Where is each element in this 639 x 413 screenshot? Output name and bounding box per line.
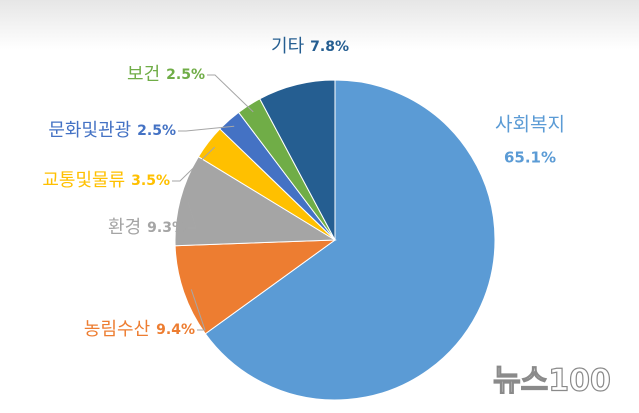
slice-label: 문화및관광 bbox=[48, 120, 131, 141]
pie-slice bbox=[259, 79, 336, 241]
slice-label: 사회복지 bbox=[495, 114, 565, 136]
slice-label-group: 문화및관광 2.5% bbox=[48, 120, 176, 141]
slice-label-group: 보건 2.5% bbox=[127, 64, 205, 85]
value-label: 9.4% bbox=[156, 322, 195, 338]
slice-label: 보건 bbox=[127, 64, 160, 85]
value-label: 7.8% bbox=[310, 39, 349, 55]
pie-slice bbox=[174, 239, 337, 335]
value-label: 2.5% bbox=[166, 67, 205, 83]
slice-label: 농림수산 bbox=[84, 319, 150, 340]
leader-line bbox=[187, 201, 197, 229]
watermark: 뉴스100 bbox=[493, 364, 611, 399]
slice-label: 환경 bbox=[108, 217, 141, 238]
slice-label: 기타 bbox=[271, 36, 305, 57]
value-label: 9.3% bbox=[147, 220, 186, 236]
slice-label-group: 교통및물류 3.5% bbox=[42, 170, 170, 191]
slice-label-group: 기타 7.8% bbox=[271, 36, 349, 57]
slice-label-group: 환경 9.3% bbox=[108, 217, 186, 238]
leader-line bbox=[207, 74, 254, 113]
slice-label-group: 농림수산 9.4% bbox=[84, 319, 195, 340]
slice-label: 교통및물류 bbox=[42, 170, 125, 191]
pie-slice bbox=[204, 79, 496, 401]
pie-slice bbox=[174, 156, 337, 247]
leader-line bbox=[172, 146, 216, 182]
leader-line bbox=[178, 125, 235, 132]
value-label: 2.5% bbox=[137, 123, 176, 139]
leader-line bbox=[190, 289, 206, 331]
value-label: 65.1% bbox=[504, 149, 556, 167]
value-label: 3.5% bbox=[131, 173, 170, 189]
